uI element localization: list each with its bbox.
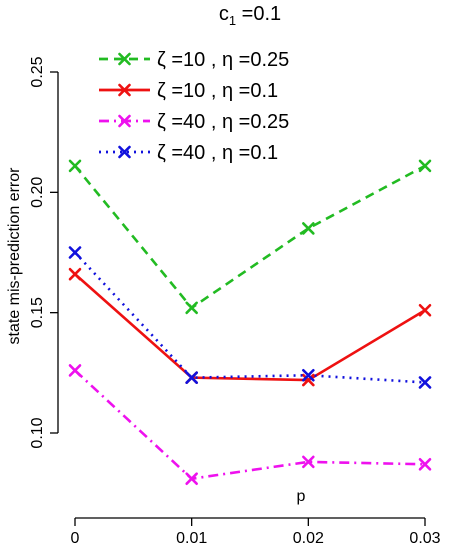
series-4 xyxy=(68,246,432,389)
legend-label: ζ =40 , η =0.1 xyxy=(157,142,278,164)
chart-title: c1 =0.1 xyxy=(219,3,281,28)
data-point-marker xyxy=(68,267,82,281)
legend-label: ζ =10 , η =0.1 xyxy=(157,80,278,102)
legend-item: ζ =40 , η =0.1 xyxy=(99,142,278,164)
series-line xyxy=(74,251,426,384)
x-tick-label: 0.01 xyxy=(176,530,207,547)
legend-item: ζ =10 , η =0.25 xyxy=(99,49,289,71)
series-line xyxy=(74,273,426,382)
data-point-marker xyxy=(302,455,315,469)
legend-marker xyxy=(118,145,131,159)
data-point-marker xyxy=(185,301,198,315)
data-point-marker xyxy=(302,222,315,235)
y-axis-label: state mis-prediction error xyxy=(6,167,23,345)
x-axis-label: p xyxy=(297,488,306,505)
data-point-marker xyxy=(68,364,82,377)
data-point-marker xyxy=(418,303,432,317)
y-tick-label: 0.15 xyxy=(29,297,46,328)
data-point-marker xyxy=(418,457,432,471)
data-point-marker xyxy=(185,371,198,384)
legend-label: ζ =10 , η =0.25 xyxy=(157,49,289,71)
legend-item: ζ =40 , η =0.25 xyxy=(99,111,289,133)
data-point-marker xyxy=(418,159,432,173)
legend-label: ζ =40 , η =0.25 xyxy=(157,111,289,133)
legend: ζ =10 , η =0.25 ζ =10 , η =0.1 ζ =40 , η =… xyxy=(99,49,289,164)
series-3 xyxy=(68,364,432,486)
y-tick-label: 0.25 xyxy=(29,56,46,87)
chart-title-subscript: 1 xyxy=(229,13,236,28)
data-point-marker xyxy=(418,376,432,389)
data-point-marker xyxy=(68,246,82,259)
x-tick-label: 0.03 xyxy=(409,530,440,547)
series-layer xyxy=(68,159,432,486)
y-axis: 0.10 0.15 0.20 0.25 xyxy=(29,56,59,449)
series-line xyxy=(73,164,426,310)
data-point-marker xyxy=(302,368,315,382)
series-2 xyxy=(68,267,432,387)
legend-marker xyxy=(118,52,131,66)
data-point-marker xyxy=(185,472,198,486)
x-tick-label: 0 xyxy=(71,530,80,547)
series-1 xyxy=(68,159,432,315)
legend-item: ζ =10 , η =0.1 xyxy=(99,80,278,102)
x-tick-label: 0.02 xyxy=(293,530,324,547)
y-tick-label: 0.20 xyxy=(29,177,46,208)
legend-marker xyxy=(118,83,131,97)
chart-title-suffix: =0.1 xyxy=(236,3,281,25)
data-point-marker xyxy=(302,373,315,387)
y-tick-label: 0.10 xyxy=(29,417,46,448)
data-point-marker xyxy=(68,159,82,173)
x-axis: 0 0.01 0.02 0.03 xyxy=(71,517,441,547)
legend-marker xyxy=(118,114,131,128)
series-line xyxy=(74,369,426,481)
